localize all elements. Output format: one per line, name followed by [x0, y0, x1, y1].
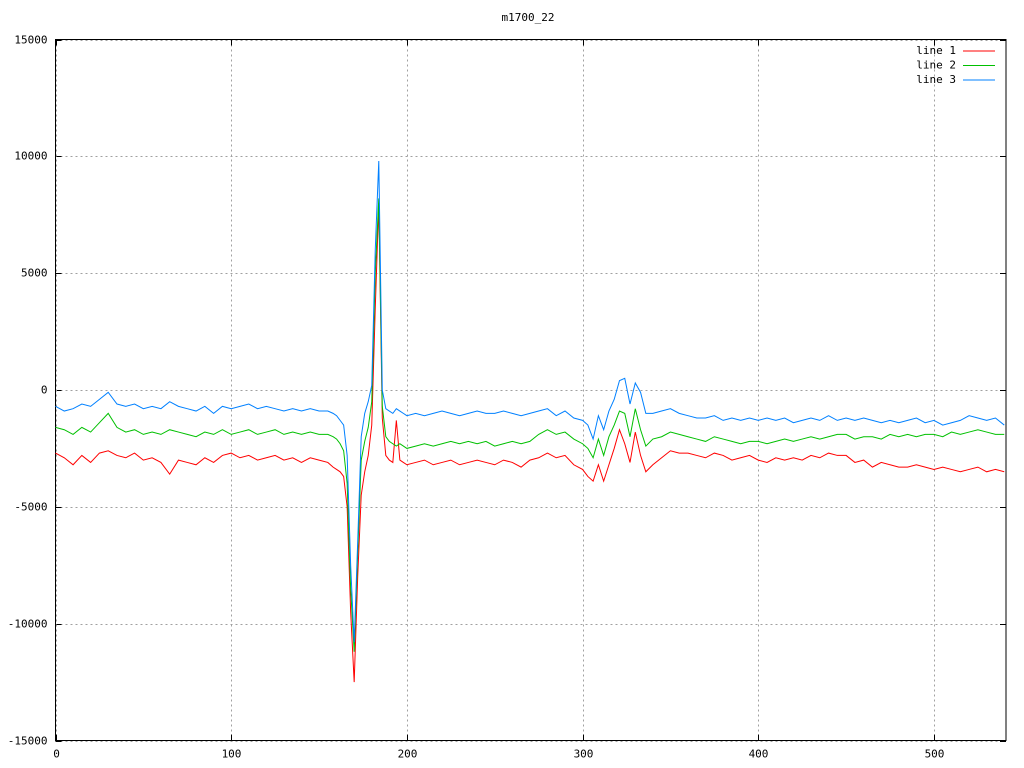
- data-line: [55, 203, 1005, 683]
- x-tick-label: 500: [925, 748, 945, 761]
- x-tick-label: 0: [53, 748, 60, 761]
- y-tick-label: -10000: [8, 618, 48, 631]
- y-tick-label: -15000: [8, 735, 48, 748]
- x-tick-label: 100: [222, 748, 242, 761]
- x-tick-label: 200: [398, 748, 418, 761]
- y-tick-label: 15000: [14, 34, 47, 47]
- chart-title: m1700_22: [502, 11, 555, 24]
- data-line: [55, 160, 1005, 643]
- legend-label: line 2: [916, 59, 956, 72]
- y-tick-label: 10000: [14, 150, 47, 163]
- y-tick-label: 0: [41, 384, 48, 397]
- x-tick-label: 300: [574, 748, 594, 761]
- y-tick-label: 5000: [21, 267, 48, 280]
- x-tick-label: 400: [749, 748, 769, 761]
- legend-label: line 3: [916, 73, 956, 86]
- legend-label: line 1: [916, 44, 956, 57]
- y-tick-label: -5000: [14, 501, 47, 514]
- data-line: [55, 198, 1005, 652]
